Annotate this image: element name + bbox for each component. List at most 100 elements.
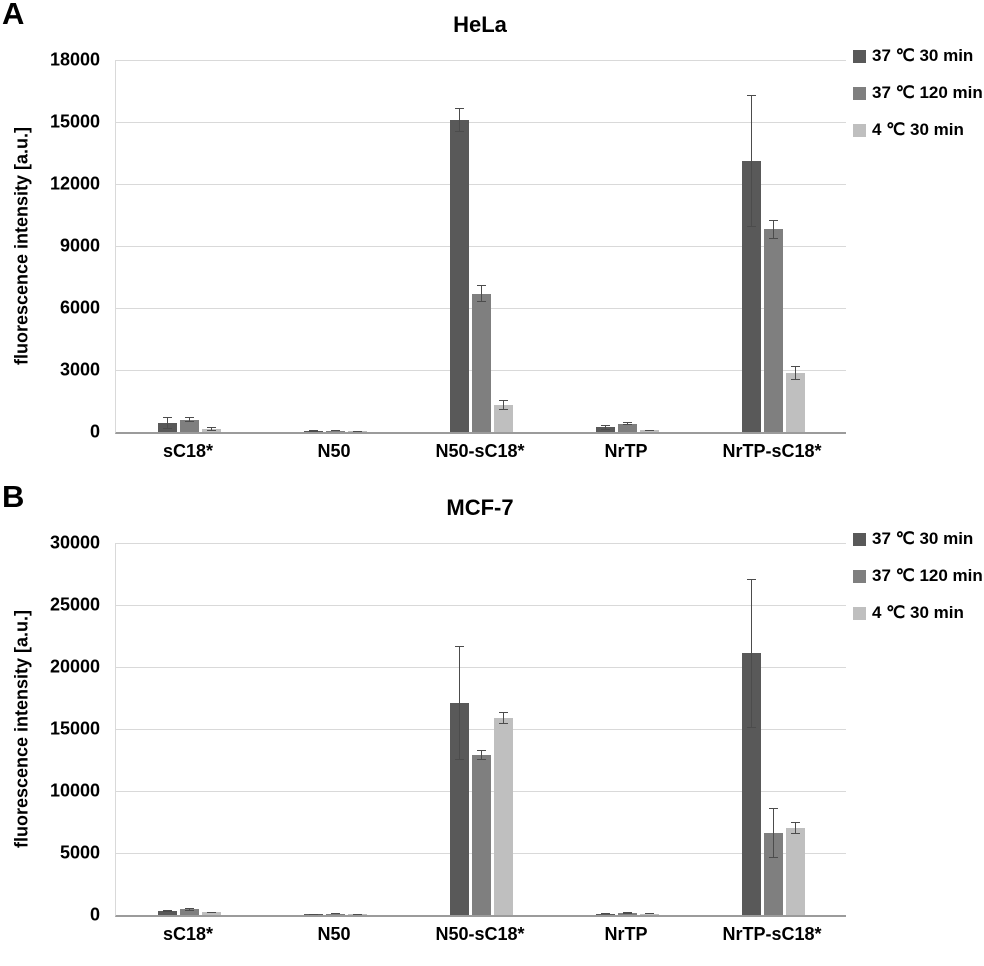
chart-title: MCF-7 <box>446 495 514 520</box>
error-bar-line <box>458 645 460 760</box>
bar <box>157 911 177 915</box>
x-category-label: NrTP <box>604 924 648 944</box>
y-tick-label: 5000 <box>59 842 100 863</box>
bar <box>325 430 345 432</box>
bar <box>785 373 805 432</box>
error-bar-cap <box>454 131 464 133</box>
y-tick-label: 15000 <box>49 111 100 132</box>
bar <box>179 909 199 915</box>
legend-swatch <box>853 123 866 137</box>
x-category-label: NrTP <box>604 441 648 461</box>
error-bar-cap <box>622 424 632 426</box>
error-bar-cap <box>790 833 800 835</box>
error-bar-cap <box>454 759 464 760</box>
gridline <box>116 60 846 61</box>
bar <box>449 119 469 432</box>
error-bar-cap <box>498 723 508 725</box>
legend-swatch <box>853 86 866 100</box>
error-bar-cap <box>162 910 172 912</box>
y-tick-label: 0 <box>89 421 100 442</box>
error-bar-cap <box>600 424 610 426</box>
error-bar-line <box>480 750 482 760</box>
error-bar-line <box>750 578 752 728</box>
x-category-label: sC18* <box>162 924 214 944</box>
panel-b: B MCF-7 fluorescence intensity [a.u.] 37… <box>0 479 984 966</box>
error-bar-cap <box>330 913 340 915</box>
bar <box>201 912 221 915</box>
x-axis-labels: sC18* N50 N50-sC18* NrTP NrTP-sC18* <box>115 441 845 473</box>
error-bar-line <box>480 285 482 302</box>
y-axis-ticks: 0 5000 10000 15000 20000 25000 30000 <box>0 533 100 925</box>
legend-item: 4 ℃ 30 min <box>853 120 983 140</box>
y-tick-label: 20000 <box>49 656 100 677</box>
error-bar-cap <box>600 913 610 915</box>
panel-letter: A <box>2 0 25 31</box>
error-bar-cap <box>746 726 756 728</box>
error-bar-cap <box>330 430 340 432</box>
error-bar-cap <box>476 300 486 302</box>
legend-label: 37 ℃ 30 min <box>872 529 974 548</box>
legend-swatch <box>853 49 866 63</box>
bar <box>493 717 513 915</box>
error-bar-cap <box>184 417 194 419</box>
legend: 37 ℃ 30 min 37 ℃ 120 min 4 ℃ 30 min <box>853 529 983 640</box>
error-bar-line <box>502 399 504 411</box>
y-tick-label: 12000 <box>49 173 100 194</box>
error-bar-cap <box>768 856 778 858</box>
error-bar-cap <box>622 422 632 424</box>
bar <box>179 419 199 432</box>
error-bar-line <box>604 424 606 430</box>
error-bar-cap <box>184 908 194 910</box>
error-bar-line <box>794 365 796 381</box>
error-bar-cap <box>790 822 800 823</box>
error-bar-line <box>502 711 504 725</box>
error-bar-cap <box>644 430 654 432</box>
y-tick-label: 25000 <box>49 594 100 615</box>
y-tick-label: 6000 <box>59 297 100 318</box>
panel-a: A HeLa fluorescence intensity [a.u.] 37 … <box>2 0 983 473</box>
bar <box>639 913 659 915</box>
gridline <box>116 605 846 606</box>
bar <box>763 229 783 432</box>
x-category-label: NrTP-sC18* <box>722 924 822 944</box>
legend-swatch <box>853 532 866 546</box>
x-category-label: N50 <box>317 924 351 944</box>
panel-letter: B <box>2 479 25 514</box>
bar <box>741 653 761 915</box>
error-bar-cap <box>622 911 632 913</box>
error-bar-cap <box>644 913 654 915</box>
y-tick-label: 9000 <box>59 235 100 256</box>
x-category-label: sC18* <box>162 441 214 461</box>
error-bar-line <box>772 220 774 239</box>
legend-label: 37 ℃ 120 min <box>872 83 983 102</box>
gridline <box>116 543 846 544</box>
legend-item: 4 ℃ 30 min <box>853 603 983 623</box>
bar <box>741 161 761 432</box>
error-bar-cap <box>206 426 216 428</box>
legend-item: 37 ℃ 30 min <box>853 46 983 66</box>
error-bar-cap <box>352 913 362 915</box>
x-axis-labels: sC18* N50 N50-sC18* NrTP NrTP-sC18* <box>115 924 845 956</box>
plot-area <box>115 60 846 434</box>
gridline <box>116 667 846 668</box>
error-bar-cap <box>184 909 194 911</box>
error-bar-cap <box>308 913 318 915</box>
error-bar-cap <box>600 428 610 430</box>
error-bar-cap <box>498 409 508 411</box>
bar <box>471 755 491 915</box>
error-bar-line <box>188 908 190 911</box>
legend-swatch <box>853 606 866 620</box>
error-bar-line <box>210 426 212 431</box>
error-bar-cap <box>454 645 464 647</box>
error-bar-cap <box>308 430 318 432</box>
error-bar-line <box>458 107 460 133</box>
chart-title: HeLa <box>453 12 507 37</box>
bar <box>595 913 615 915</box>
error-bar-cap <box>768 220 778 222</box>
bar <box>785 828 805 915</box>
bar <box>617 912 637 915</box>
error-bar-cap <box>476 285 486 287</box>
error-bar-cap <box>768 237 778 239</box>
error-bar-cap <box>184 421 194 423</box>
